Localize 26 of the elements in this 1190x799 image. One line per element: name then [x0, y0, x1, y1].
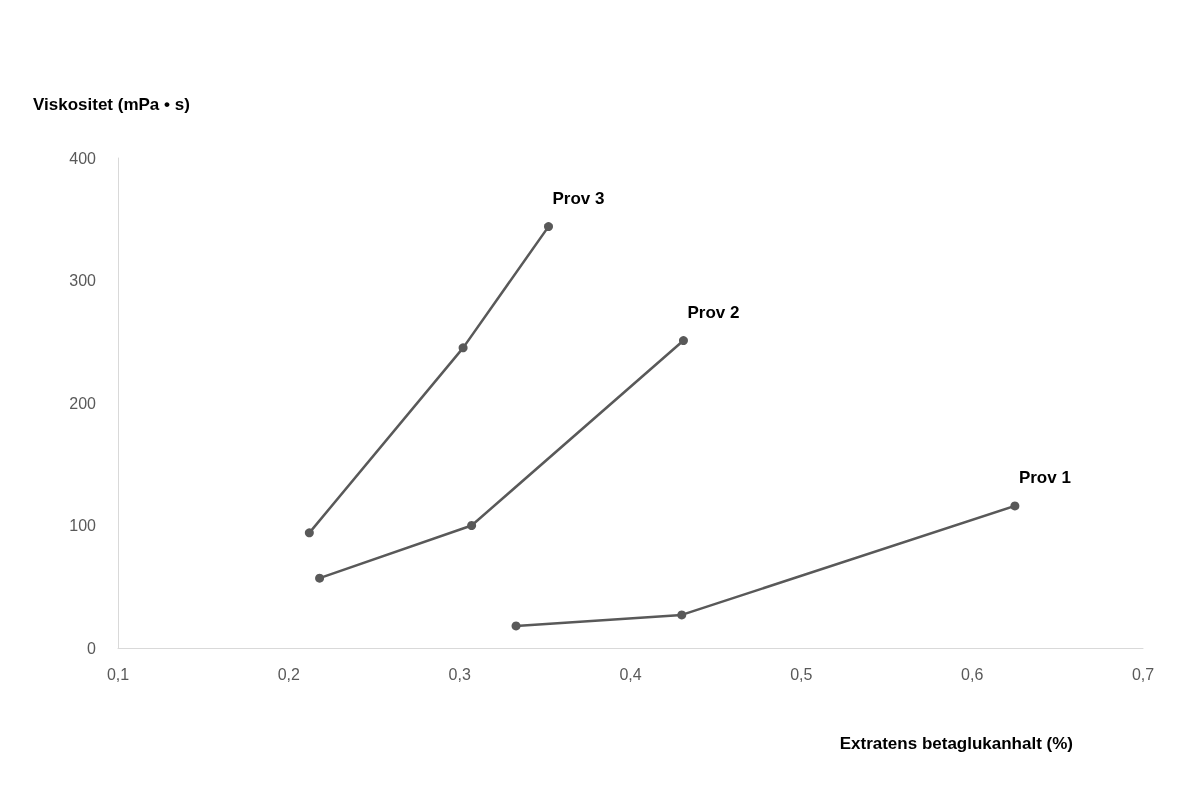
series-label: Prov 1: [1018, 468, 1071, 488]
x-tick-label: 0,3: [448, 665, 471, 683]
series-label: Prov 3: [552, 189, 605, 209]
x-tick-label: 0,6: [961, 665, 984, 683]
y-tick-label: 100: [69, 517, 97, 534]
point: [677, 610, 687, 620]
x-tick-label: 0,2: [277, 665, 301, 683]
point: [511, 621, 521, 631]
point: [467, 521, 477, 530]
point: [315, 573, 325, 583]
point: [678, 336, 688, 346]
x-tick-label: 0,4: [619, 665, 642, 683]
x-tick-label: 0,7: [1131, 665, 1155, 683]
point: [304, 528, 314, 538]
point: [544, 222, 553, 232]
y-tick-label: 400: [69, 149, 97, 167]
x-axis-title: Extratens betaglukanhalt (%): [839, 734, 1073, 753]
y-axis-title: Viskositet (mPa • s): [33, 95, 190, 114]
point: [458, 343, 468, 353]
x-tick-label: 0,1: [106, 665, 130, 683]
series-label: Prov 2: [687, 303, 740, 323]
y-tick-label: 300: [69, 272, 97, 289]
point: [1010, 501, 1020, 511]
y-tick-label: 0: [87, 639, 97, 657]
y-tick-label: 200: [69, 394, 97, 412]
x-tick-label: 0,5: [790, 665, 813, 683]
